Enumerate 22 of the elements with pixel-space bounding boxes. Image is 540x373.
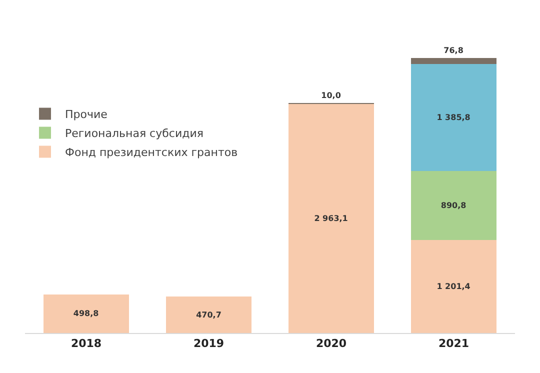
x-tick-label: 2018 xyxy=(70,337,102,350)
data-label: 10,0 xyxy=(321,91,342,100)
data-label: 1 385,8 xyxy=(436,113,471,122)
legend-label: Прочие xyxy=(65,108,108,122)
bar xyxy=(166,296,252,333)
bar xyxy=(410,58,497,64)
x-tick-label: 2020 xyxy=(316,337,347,350)
data-label: 890,8 xyxy=(440,201,467,210)
bar xyxy=(410,64,497,172)
bar xyxy=(43,294,130,333)
legend-label: Региональная субсидия xyxy=(65,127,204,140)
data-label: 2 963,1 xyxy=(314,214,348,223)
data-label: 470,7 xyxy=(196,310,222,320)
data-label: 498,8 xyxy=(73,309,100,318)
x-tick-label: 2021 xyxy=(438,337,470,350)
x-tick-label: 2019 xyxy=(193,337,224,350)
legend-label: Фонд президентских грантов xyxy=(65,146,238,160)
bar xyxy=(410,171,497,240)
data-label: 76,8 xyxy=(444,46,464,55)
bar xyxy=(410,240,497,333)
bar xyxy=(288,104,374,333)
data-label: 1 201,4 xyxy=(436,282,471,292)
